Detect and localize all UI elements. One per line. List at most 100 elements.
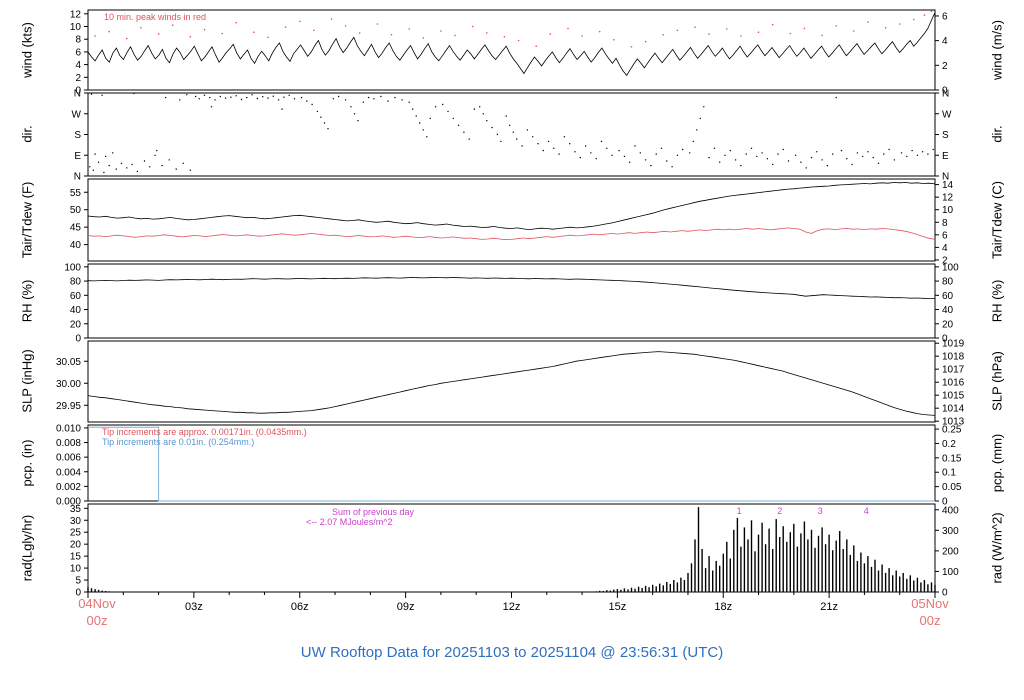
svg-text:45: 45 [70,223,82,234]
svg-text:29.95: 29.95 [56,401,81,412]
svg-text:4: 4 [942,243,948,254]
svg-text:0.008: 0.008 [56,438,81,449]
svg-text:40: 40 [70,305,82,316]
svg-text:2: 2 [942,61,948,72]
svg-text:0: 0 [75,86,81,97]
svg-text:3: 3 [818,506,823,516]
svg-text:0: 0 [75,588,81,599]
svg-text:1019: 1019 [942,339,965,350]
chart-caption: UW Rooftop Data for 20251103 to 20251104… [300,644,724,661]
svg-text:0.004: 0.004 [56,467,81,478]
svg-text:0.15: 0.15 [942,453,962,464]
svg-text:8: 8 [942,218,948,229]
dir-left-axis-title: dir. [19,125,35,143]
svg-text:2: 2 [777,506,782,516]
svg-text:80: 80 [942,277,954,288]
svg-text:4: 4 [864,506,869,516]
svg-text:20: 20 [70,319,82,330]
svg-text:14: 14 [942,180,954,191]
rh-left-axis-title: RH (%) [19,279,35,323]
peak-winds-note: 10 min. peak winds in red [104,12,207,22]
svg-text:0.1: 0.1 [942,468,956,479]
start-hour-label: 00z [86,613,108,628]
svg-text:30.00: 30.00 [56,379,81,390]
svg-text:20: 20 [942,319,954,330]
panel-slp: 30.05 30.00 29.95 1019 1018 1017 1016 1015 1014 1… [56,339,965,428]
pcp-tip-note-red: Tip increments are approx. 0.00171in. (0… [102,427,307,437]
svg-text:1015: 1015 [942,391,965,402]
svg-text:0.05: 0.05 [942,482,962,493]
svg-text:06z: 06z [291,601,309,613]
svg-text:0.006: 0.006 [56,453,81,464]
svg-text:6: 6 [942,230,948,241]
svg-text:50: 50 [70,205,82,216]
svg-text:10: 10 [70,564,82,575]
pcp-tip-note-blue: Tip increments are 0.01in. (0.254mm.) [102,437,255,447]
svg-text:30: 30 [70,516,82,527]
rh-right-axis-title: RH (%) [989,279,1005,323]
svg-text:5: 5 [75,576,81,587]
svg-text:1018: 1018 [942,352,965,363]
svg-text:12z: 12z [503,601,521,613]
svg-text:E: E [74,151,81,162]
svg-text:300: 300 [942,526,959,537]
svg-text:400: 400 [942,505,959,516]
svg-text:35: 35 [70,504,82,515]
svg-text:N: N [942,89,949,100]
svg-text:60: 60 [942,291,954,302]
svg-text:W: W [72,109,82,120]
x-axis-end-label: 05Nov 00z [898,595,962,629]
temp-left-axis-title: Tair/Tdew (F) [19,181,35,259]
svg-text:8: 8 [75,35,81,46]
svg-text:15z: 15z [609,601,627,613]
svg-text:E: E [942,151,949,162]
svg-text:100: 100 [942,567,959,578]
dir-right-axis-title: dir. [989,125,1005,143]
rad-sum-note-line1: Sum of previous day [332,507,415,517]
svg-text:0: 0 [942,86,948,97]
svg-text:25: 25 [70,528,82,539]
svg-text:0: 0 [942,497,948,508]
svg-text:0: 0 [75,334,81,345]
svg-text:10: 10 [70,22,82,33]
svg-text:12: 12 [942,193,954,204]
start-date-label: 04Nov [78,596,116,611]
svg-text:N: N [74,89,81,100]
wind-left-axis-title: wind (kts) [19,22,35,78]
pcp-left-axis-title: pcp. (in) [19,439,35,487]
svg-text:6: 6 [942,11,948,22]
svg-text:N: N [74,172,81,183]
slp-right-axis-title: SLP (hPa) [989,351,1005,411]
svg-text:20: 20 [70,540,82,551]
temp-right-axis-title: Tair/Tdew (C) [989,180,1005,260]
svg-text:100: 100 [942,262,959,273]
svg-text:0.000: 0.000 [56,497,81,508]
svg-text:1014: 1014 [942,404,965,415]
slp-left-axis-title: SLP (inHg) [19,349,35,413]
svg-text:2: 2 [942,255,948,266]
svg-text:09z: 09z [397,601,415,613]
svg-text:2: 2 [75,73,81,84]
x-axis-start-label: 04Nov 00z [65,595,129,629]
svg-text:18z: 18z [714,601,732,613]
svg-text:0.2: 0.2 [942,439,956,450]
wind-right-axis-title: wind (m/s) [989,20,1005,80]
end-hour-label: 00z [919,613,941,628]
panel-pcp: 0.010 0.008 0.006 0.004 0.002 0.000 0.25 0.2 0.1… [56,423,962,507]
svg-text:40: 40 [942,305,954,316]
x-axis: 03z 06z 09z 12z 15z 18z 21z [87,592,936,613]
svg-text:21z: 21z [820,601,838,613]
svg-text:10: 10 [942,205,954,216]
svg-text:0: 0 [942,588,948,599]
svg-text:4: 4 [942,36,948,47]
svg-text:1016: 1016 [942,378,965,389]
svg-text:0.010: 0.010 [56,423,81,434]
svg-text:N: N [942,172,949,183]
svg-text:40: 40 [70,240,82,251]
svg-text:0.25: 0.25 [942,425,962,436]
